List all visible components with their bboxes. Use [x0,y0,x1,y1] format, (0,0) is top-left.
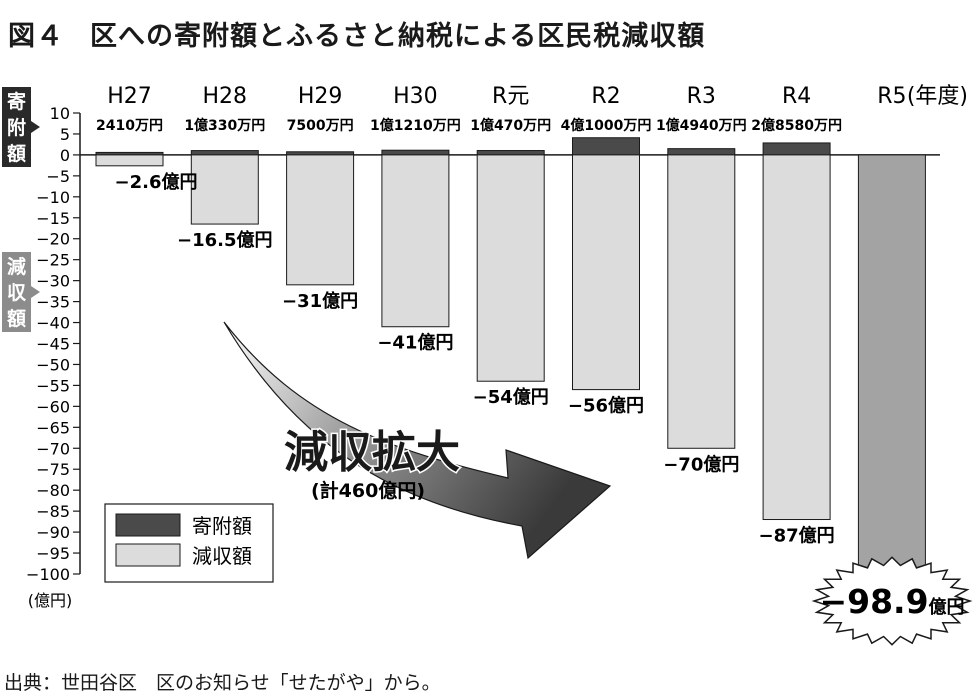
source-note: 出典：世田谷区 区のお知らせ「せたがや」から。 [4,672,441,694]
donation-value-label: 2億8580万円 [751,117,842,134]
reduction-value-label: −70億円 [663,453,739,475]
reduction-bar [286,154,355,286]
y-tick-label: −70 [36,439,70,458]
annotation-subtitle: (計460億円) [311,479,425,502]
x-category-label: R3 [687,84,716,109]
side-label-pointer [31,286,40,298]
legend-label: 寄附額 [192,514,252,538]
legend-swatch [115,543,181,567]
side-label-box [2,252,31,332]
reduction-value-label: −56億円 [568,395,644,417]
reduction-value-label: −2.6億円 [115,171,198,193]
legend-label: 減収額 [192,544,252,568]
y-tick-label: −10 [36,188,70,207]
reduction-bar [667,154,736,449]
y-tick-label: −25 [36,251,70,270]
reduction-bar [476,154,545,382]
y-tick-label: −40 [36,314,70,333]
donation-value-label: 1億330万円 [184,117,265,134]
y-tick-label: 10 [50,104,70,123]
chart-title-text: 区への寄附額とふるさと納税による区民税減収額 [90,21,706,52]
reduction-bar [857,154,926,570]
side-label-char: 寄 [7,90,26,113]
donation-value-label: 1億1210万円 [370,117,461,134]
y-tick-label: −95 [36,544,70,563]
reduction-value-label: −31億円 [282,290,358,312]
y-tick-label: −15 [36,209,70,228]
legend-swatch [115,513,181,537]
donation-bar [762,142,831,156]
reduction-bar [762,154,831,521]
y-tick-label: −75 [36,460,70,479]
x-category-label: H30 [393,84,438,109]
trend-arrow [223,321,612,560]
y-tick-label: −5 [46,167,70,186]
y-tick-label: 5 [60,125,70,144]
x-category-label: R4 [782,84,811,109]
reduction-bar [190,154,259,225]
reduction-bar [381,154,450,328]
side-label-char: 減 [7,255,26,278]
y-tick-label: −35 [36,293,70,312]
y-tick-label: −50 [36,355,70,374]
y-tick-label: −30 [36,272,70,291]
side-label-char: 額 [7,307,26,330]
x-category-label: H29 [298,84,343,109]
reduction-bar [572,154,640,391]
donation-bar [572,137,640,156]
y-tick-label: −100 [26,565,70,584]
y-tick-label: 0 [60,146,70,165]
reduction-value-label: −41億円 [377,332,453,354]
donation-value-label: 1億4940万円 [656,117,747,134]
annotation-title: 減収拡大 [284,427,460,478]
highlight-callout: −98.9億円 [811,556,973,646]
x-unit-label: (年度) [907,84,968,109]
x-category-label: H28 [203,84,248,109]
donation-value-label: 2410万円 [96,118,163,134]
donation-bar [190,150,259,156]
side-label-reduction: 減収額 [2,252,40,332]
y-tick-label: −60 [36,397,70,416]
y-tick-label: −85 [36,502,70,521]
x-category-label: R元 [492,84,529,109]
y-tick-label: −65 [36,418,70,437]
reduction-value-label: −87億円 [759,525,835,547]
reduction-value-label: −54億円 [473,386,549,408]
side-label-char: 額 [7,142,26,165]
donation-bar [667,148,736,156]
y-tick-label: −80 [36,481,70,500]
y-tick-label: −20 [36,230,70,249]
side-label-char: 収 [7,282,27,304]
donation-bar [381,149,450,156]
side-label-box [2,87,31,167]
reduction-bar [95,154,164,167]
y-tick-label: −45 [36,335,70,354]
starburst-shape [811,556,973,646]
side-label-char: 附 [7,116,26,139]
x-category-label: H27 [107,84,152,109]
donation-value-label: 7500万円 [287,118,354,134]
x-category-label: R2 [591,84,620,109]
highlight-value-label: −98.9億円 [819,582,964,621]
donation-value-label: 1億470万円 [470,117,551,134]
donation-bar [476,150,545,156]
y-tick-label: −55 [36,376,70,395]
donation-value-label: 4億1000万円 [561,117,652,134]
figure-number: 図４ [8,21,64,52]
reduction-value-label: −16.5億円 [177,229,273,251]
side-label-pointer [31,121,40,133]
chart-title: 図４ 区への寄附額とふるさと納税による区民税減収額 [8,14,705,53]
y-tick-label: −90 [36,523,70,542]
side-label-donation: 寄附額 [2,87,40,167]
y-unit-label: (億円) [28,591,73,610]
x-category-label: R5 [877,84,906,109]
